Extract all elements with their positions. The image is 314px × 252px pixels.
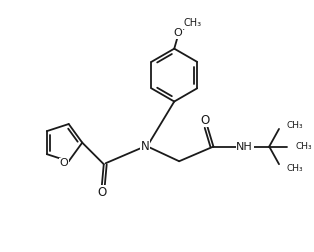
Text: CH₃: CH₃ <box>287 120 303 130</box>
Text: CH₃: CH₃ <box>184 18 202 28</box>
Text: N: N <box>140 140 149 153</box>
Text: O: O <box>59 158 68 168</box>
Text: O: O <box>174 28 182 38</box>
Text: O: O <box>200 114 209 127</box>
Text: O: O <box>97 186 106 199</box>
Text: CH₃: CH₃ <box>287 164 303 173</box>
Text: CH₃: CH₃ <box>296 142 312 151</box>
Text: NH: NH <box>236 142 253 151</box>
